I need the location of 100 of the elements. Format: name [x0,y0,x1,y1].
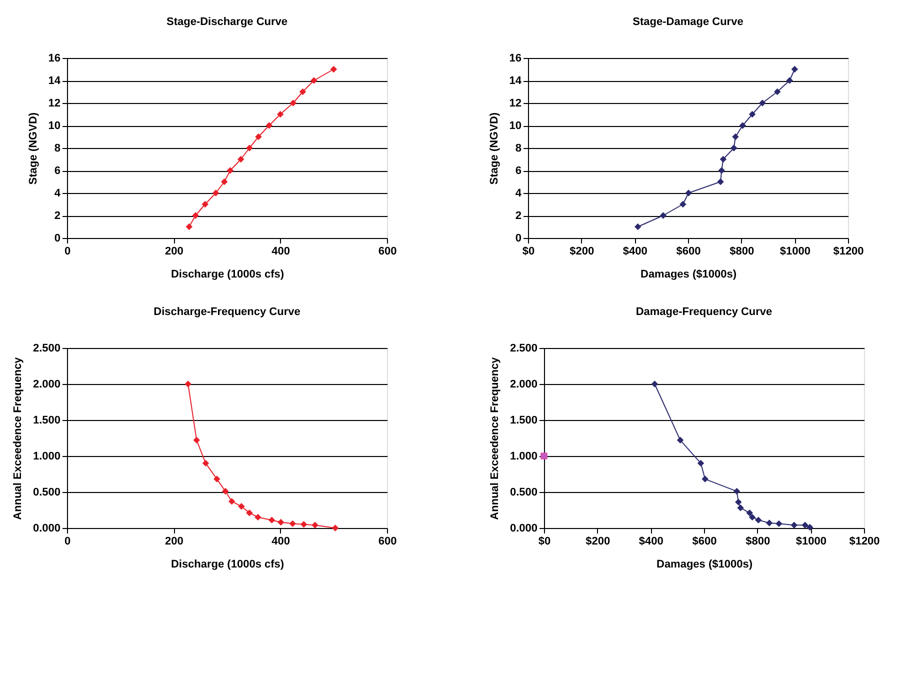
point [737,504,744,512]
y-tick-label: 0.000 [32,522,60,534]
x-tick-label: 200 [164,536,184,548]
point [254,514,262,521]
point [290,100,296,106]
y-axis-title: Stage (NGVD) [27,112,40,185]
x-tick-label: 0 [64,246,71,258]
x-tick-label: 600 [378,246,397,258]
point [202,200,208,208]
y-tick-label: 4 [54,188,62,200]
point [735,498,742,506]
point [220,178,228,186]
point [300,521,308,528]
point [755,516,762,524]
point [246,510,253,516]
point [332,524,339,532]
y-tick-label: 8 [54,142,60,154]
point [660,212,667,219]
y-tick-label: 12 [48,98,60,110]
point [634,223,642,230]
point [802,522,808,528]
point [776,520,782,528]
point [310,77,318,84]
y-tick-label: 16 [48,52,60,64]
y-tick-label: 10 [509,120,522,132]
y-tick-label: 2.000 [32,378,60,390]
y-tick-label: 1.500 [32,414,60,426]
point [184,380,192,388]
point [268,516,276,524]
y-tick-label: 12 [509,98,522,110]
y-tick-label: 1.000 [510,450,538,462]
point [192,212,199,219]
point [226,167,234,174]
point [246,144,253,152]
point [651,380,658,388]
point [289,520,296,528]
point [222,488,229,495]
point [255,133,262,140]
point [806,524,814,531]
x-tick-label: $400 [638,536,664,548]
point [299,88,306,96]
point [732,133,739,140]
x-tick-label: $800 [746,536,770,548]
x-axis-title: Discharge (1000s cfs) [170,558,284,570]
y-tick-label: 2.500 [32,342,60,354]
x-tick-label: $1200 [849,536,880,548]
y-tick-label: 2.000 [510,378,538,390]
x-tick-label: $0 [538,536,551,548]
x-tick-label: 400 [272,536,290,548]
x-tick-label: $200 [586,536,610,548]
x-tick-label: 200 [164,246,184,258]
point [746,510,753,516]
x-tick-label: $800 [730,246,754,258]
x-tick-label: 0 [64,536,71,548]
point [330,66,338,73]
chart-title: Stage-Discharge Curve [166,16,288,28]
point [680,200,686,208]
y-tick-label: 8 [515,142,522,154]
x-axis-title: Discharge (1000s cfs) [170,268,284,280]
point [212,190,220,196]
point [685,190,692,196]
point [786,77,793,84]
x-tick-label: 400 [272,246,290,258]
x-tick-label: $400 [622,246,648,258]
point [193,436,200,444]
point [748,514,756,521]
point [312,522,318,528]
x-tick-label: $1200 [833,246,864,258]
point [790,522,798,528]
y-tick-label: 0.000 [510,522,538,534]
x-tick-label: 600 [378,536,397,548]
x-tick-label: $600 [676,246,701,258]
point [718,167,725,174]
y-tick-label: 6 [54,165,60,177]
y-tick-label: 2 [54,210,60,222]
y-tick-label: 4 [515,188,522,200]
y-axis-title: Annual Exceedence Frequency [488,356,501,520]
point [733,488,740,495]
point [278,518,284,526]
x-axis-title: Damages ($1000s) [640,268,737,280]
y-tick-label: 1.000 [32,450,60,462]
point [214,476,220,482]
point [766,520,773,526]
point [748,110,756,118]
y-tick-label: 1.500 [510,414,538,426]
x-axis-title: Damages ($1000s) [656,558,753,570]
point [238,156,244,163]
y-tick-label: 2.500 [510,342,538,354]
x-tick-label: $1000 [796,536,826,548]
chart-title: Discharge-Frequency Curve [154,306,300,318]
y-axis-title: Annual Exceedence Frequency [12,356,24,520]
x-tick-label: $1000 [780,246,810,258]
point [676,436,684,444]
y-tick-label: 0 [54,232,60,244]
point [276,110,284,118]
point [730,144,738,152]
point [759,100,766,106]
y-tick-label: 2 [515,210,522,222]
point [717,178,724,186]
point [791,66,798,73]
